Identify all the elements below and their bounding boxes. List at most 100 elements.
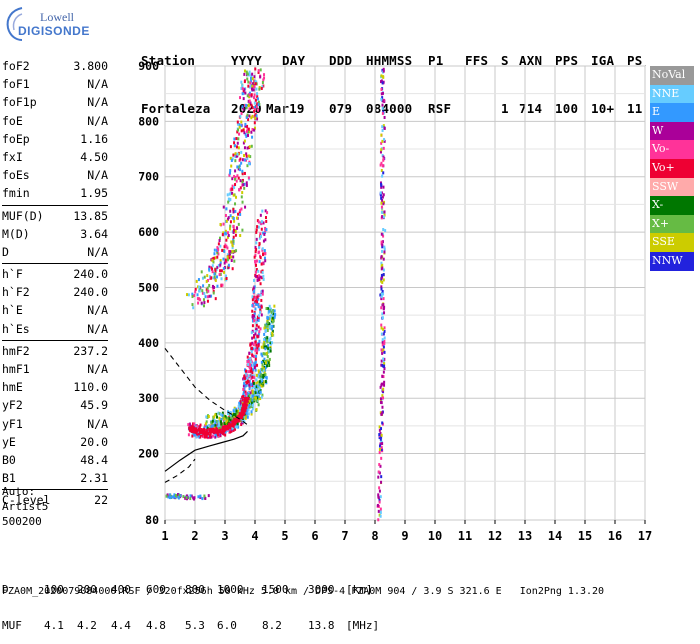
o-trace-point	[243, 382, 246, 386]
multihop-point	[380, 169, 383, 173]
spread-f-point	[253, 75, 256, 79]
x-trace-point	[256, 380, 259, 384]
spread-f-point	[221, 283, 224, 287]
spread-f-point	[262, 78, 265, 82]
spread-f-point	[229, 145, 232, 149]
es-trace-point	[179, 494, 182, 498]
o-trace-point	[251, 347, 254, 351]
parameter-value: N/A	[87, 303, 108, 318]
o-trace-point	[254, 261, 257, 265]
x-tick-label: 4	[251, 529, 258, 543]
o-trace-point	[234, 427, 237, 431]
spread-f-point	[256, 95, 259, 99]
o-trace-core-point	[238, 417, 241, 421]
spread-f-point	[214, 297, 217, 301]
parameter-name: yF2	[2, 398, 23, 413]
header-label: S	[501, 53, 509, 68]
o-trace-core-point	[237, 419, 240, 423]
o-trace-point	[230, 428, 233, 432]
x-trace-point	[210, 425, 213, 429]
header-value: 079	[329, 101, 353, 116]
distance-value: 800	[185, 583, 205, 596]
spread-f-point	[239, 186, 242, 190]
o-trace-core-point	[232, 419, 235, 423]
multihop-point	[380, 92, 383, 96]
o-trace-core-point	[234, 420, 237, 424]
multihop-point	[378, 444, 381, 448]
o-trace-point	[214, 432, 217, 436]
spread-f-point	[240, 86, 243, 90]
o-trace-point	[245, 373, 248, 377]
spread-f-point	[240, 195, 243, 199]
multihop-point	[381, 316, 384, 320]
header-value: 084000	[366, 101, 413, 116]
spread-f-point	[220, 284, 223, 288]
multihop-point	[383, 362, 386, 366]
spread-f-point	[256, 102, 259, 106]
o-trace-point	[253, 362, 256, 366]
spread-f-point	[232, 239, 235, 243]
o-trace-point	[252, 354, 255, 358]
spread-f-point	[247, 127, 250, 131]
spread-f-point	[225, 244, 228, 248]
o-trace-point	[253, 295, 256, 299]
o-trace-point	[255, 263, 258, 267]
multihop-point	[383, 305, 386, 309]
multihop-point	[380, 382, 383, 386]
legend-item: W	[650, 121, 694, 141]
multihop-point	[382, 278, 385, 282]
multihop-point	[383, 138, 386, 142]
o-trace-point	[248, 387, 251, 391]
x-trace-point	[266, 364, 269, 368]
spread-f-point	[250, 76, 253, 80]
o-trace-point	[253, 312, 256, 316]
spread-f-point	[245, 115, 248, 119]
o-trace-core-point	[227, 426, 230, 430]
o-trace-point	[261, 292, 264, 296]
multihop-point	[383, 210, 386, 214]
x-trace-point	[247, 401, 250, 405]
multihop-point	[381, 99, 384, 103]
spread-f-point	[229, 171, 232, 175]
spread-f-point	[214, 269, 217, 273]
multihop-point	[380, 148, 383, 152]
header-labels: Station YYYY DAY DDD HHMMSS P1 FFS S AXN PPS IGA PS	[141, 53, 642, 69]
x-trace-point	[268, 338, 271, 342]
muf-value: 5.3	[185, 619, 205, 632]
x-trace-point	[268, 309, 271, 313]
multihop-point	[378, 463, 381, 467]
x-trace-point	[263, 342, 266, 346]
spread-f-point	[212, 276, 215, 280]
multihop-point	[379, 442, 382, 446]
x-trace-point	[235, 409, 238, 413]
x-trace-point	[268, 357, 271, 361]
multihop-point	[380, 261, 383, 265]
parameter-value: 45.9	[80, 398, 108, 413]
spread-f-point	[216, 255, 219, 259]
spread-f-point	[226, 246, 229, 250]
x-trace-point	[265, 361, 268, 365]
spread-f-point	[213, 272, 216, 276]
multihop-point	[379, 507, 382, 511]
spread-f-point	[202, 304, 205, 308]
o-trace-point	[251, 353, 254, 357]
spread-f-point	[248, 85, 251, 89]
o-trace-point	[207, 433, 210, 437]
x-trace-point	[260, 384, 263, 388]
spread-f-point	[237, 152, 240, 156]
multihop-point	[378, 447, 381, 451]
spread-f-point	[230, 164, 233, 168]
x-trace-point	[261, 384, 264, 388]
parameter-name: yE	[2, 434, 16, 449]
x-tick-label: 6	[311, 529, 318, 543]
spread-f-point	[191, 295, 194, 299]
spread-f-point	[244, 122, 247, 126]
o-trace-point	[204, 424, 207, 428]
x-trace-point	[237, 413, 240, 417]
x-trace-point	[218, 412, 221, 416]
spread-f-point	[235, 154, 238, 158]
parameter-row: foF1 N/A	[2, 76, 108, 94]
x-trace-point	[265, 376, 268, 380]
plot-grid	[164, 65, 646, 521]
o-trace-point	[255, 241, 258, 245]
